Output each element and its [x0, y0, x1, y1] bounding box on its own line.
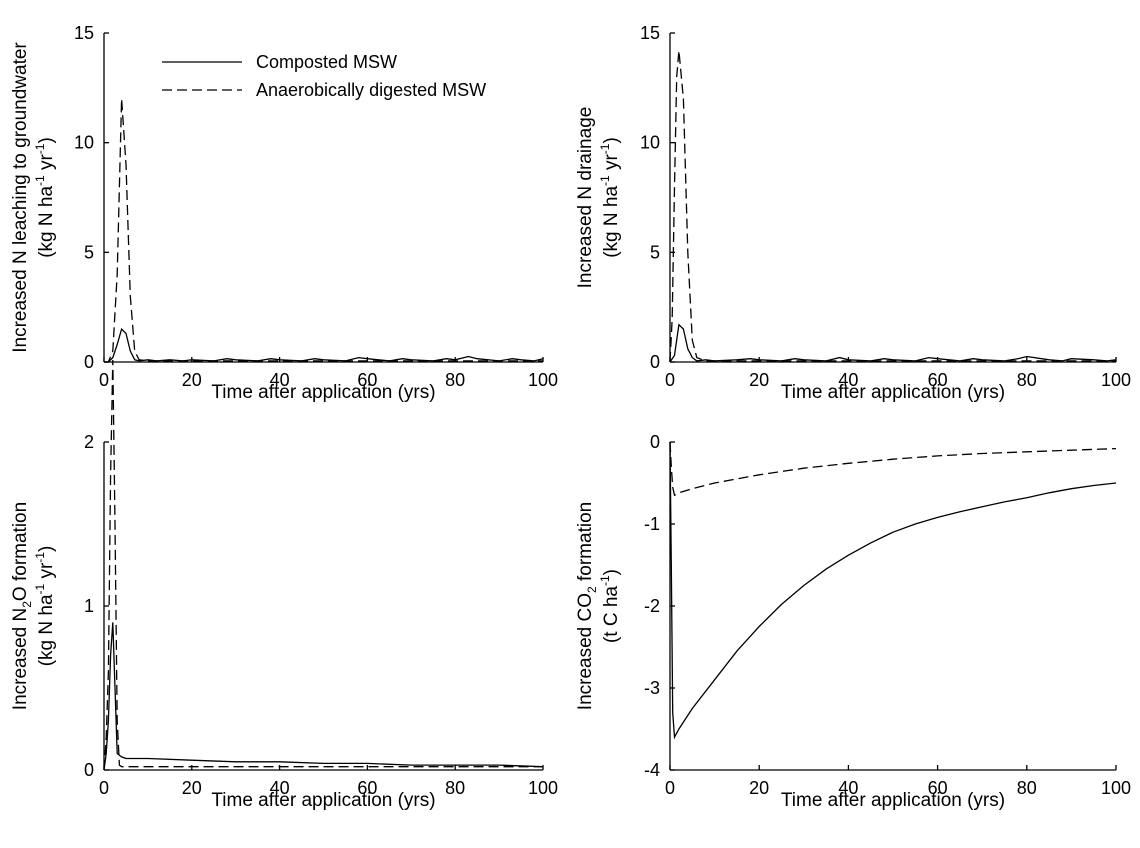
legend-label: Composted MSW — [256, 52, 397, 72]
y-tick-label: -2 — [644, 596, 660, 616]
x-tick-label: 40 — [270, 778, 290, 798]
y-tick-label: 5 — [84, 242, 94, 262]
y-label-text: (kg N ha — [601, 186, 622, 258]
y-axis-label-line1: Increased N drainage — [575, 107, 596, 289]
y-label-text: ) — [601, 137, 622, 143]
x-tick-label: 100 — [528, 778, 558, 798]
y-axis-label-line1: Increased CO2 formation — [575, 502, 599, 710]
x-tick-label: 100 — [1101, 778, 1131, 798]
y-tick-label: 2 — [84, 432, 94, 452]
y-axis-label-line2: (kg N ha-1 yr-1) — [598, 137, 622, 258]
y-label-text: formation — [575, 502, 596, 586]
y-tick-label: 1 — [84, 596, 94, 616]
y-label-subscript: 2 — [20, 601, 34, 608]
x-tick-label: 100 — [528, 370, 558, 390]
y-axis-label-line2: (kg N ha-1 yr-1) — [33, 546, 57, 667]
chart-panel-4: 0 20 40 60 80 100 -4 -3 -2 -1 0 Time after applicat… — [575, 432, 1131, 811]
y-label-superscript: -1 — [598, 575, 612, 586]
x-tick-label: 20 — [749, 370, 769, 390]
x-tick-label: 80 — [445, 370, 465, 390]
x-tick-label: 60 — [928, 370, 948, 390]
y-tick-label: 10 — [74, 133, 94, 153]
series-line-composted — [104, 327, 544, 363]
x-tick-label: 40 — [838, 370, 858, 390]
x-axis-label: Time after application (yrs) — [211, 382, 435, 403]
y-tick-label: 5 — [650, 242, 660, 262]
y-label-text: (kg N ha — [36, 594, 57, 666]
y-tick-label: 15 — [74, 23, 94, 43]
y-label-text: Increased N drainage — [575, 107, 596, 289]
y-tick-label: 0 — [84, 760, 94, 780]
x-tick-label: 20 — [182, 778, 202, 798]
y-label-superscript: -1 — [33, 552, 47, 563]
y-label-text: Increased N leaching to groundwater — [10, 42, 31, 353]
x-tick-label: 100 — [1101, 370, 1131, 390]
y-tick-label: 10 — [640, 133, 660, 153]
y-axis-label-line1: Increased N2O formation — [10, 502, 34, 710]
y-label-text: Increased CO — [575, 593, 596, 710]
x-tick-label: 40 — [270, 370, 290, 390]
y-label-text: Increased N — [10, 608, 31, 710]
x-tick-label: 60 — [357, 778, 377, 798]
y-label-text: ) — [601, 569, 622, 575]
x-tick-label: 40 — [838, 778, 858, 798]
y-label-text: (t C ha — [601, 586, 622, 643]
y-axis-label-line1: Increased N leaching to groundwater — [10, 42, 31, 353]
x-tick-label: 20 — [182, 370, 202, 390]
y-tick-label: 0 — [84, 352, 94, 372]
x-tick-label: 20 — [749, 778, 769, 798]
y-label-superscript: -1 — [33, 175, 47, 186]
y-label-text: yr — [36, 154, 57, 176]
series-line-composted — [103, 622, 544, 771]
y-label-text: ) — [36, 546, 57, 552]
x-axis-label: Time after application (yrs) — [781, 790, 1005, 811]
y-label-subscript: 2 — [585, 586, 599, 593]
x-axis-label: Time after application (yrs) — [781, 382, 1005, 403]
series-line-anaerobic-digested — [669, 50, 1116, 363]
x-tick-label: 80 — [1017, 778, 1037, 798]
x-tick-label: 0 — [99, 370, 109, 390]
chart-panel-2: 0 20 40 60 80 100 0 5 10 15 Time after application… — [575, 23, 1131, 403]
y-tick-label: 0 — [650, 352, 660, 372]
y-label-text: O formation — [10, 502, 31, 601]
x-tick-label: 0 — [99, 778, 109, 798]
y-tick-label: 15 — [640, 23, 660, 43]
legend-label: Anaerobically digested MSW — [256, 80, 486, 100]
y-label-text: yr — [36, 562, 57, 584]
series-line-composted — [669, 323, 1117, 363]
x-tick-label: 80 — [445, 778, 465, 798]
y-label-text: (kg N ha — [36, 186, 57, 258]
x-tick-label: 60 — [928, 778, 948, 798]
y-tick-label: -4 — [644, 760, 660, 780]
x-tick-label: 0 — [665, 778, 675, 798]
x-axis-label: Time after application (yrs) — [211, 790, 435, 811]
y-label-text: yr — [601, 154, 622, 176]
series-line-anaerobic-digested — [104, 98, 543, 363]
y-label-text: ) — [36, 137, 57, 143]
y-axis-label-line2: (t C ha-1) — [598, 569, 622, 643]
y-tick-label: -3 — [644, 678, 660, 698]
x-tick-label: 80 — [1017, 370, 1037, 390]
series-line-anaerobic-digested — [103, 359, 543, 771]
y-label-superscript: -1 — [33, 143, 47, 154]
y-label-superscript: -1 — [33, 583, 47, 594]
x-tick-label: 0 — [665, 370, 675, 390]
chart-panel-1: 0 20 40 60 80 100 0 5 10 15 Time after application… — [10, 23, 558, 403]
y-tick-label: -1 — [644, 514, 660, 534]
y-label-superscript: -1 — [598, 175, 612, 186]
y-axis-label-line2: (kg N ha-1 yr-1) — [33, 137, 57, 258]
y-label-superscript: -1 — [598, 143, 612, 154]
y-tick-label: 0 — [650, 432, 660, 452]
x-tick-label: 60 — [357, 370, 377, 390]
legend: Composted MSW Anaerobically digested MSW — [162, 52, 486, 100]
series-line-composted — [669, 441, 1117, 740]
series-line-anaerobic-digested — [669, 441, 1117, 497]
